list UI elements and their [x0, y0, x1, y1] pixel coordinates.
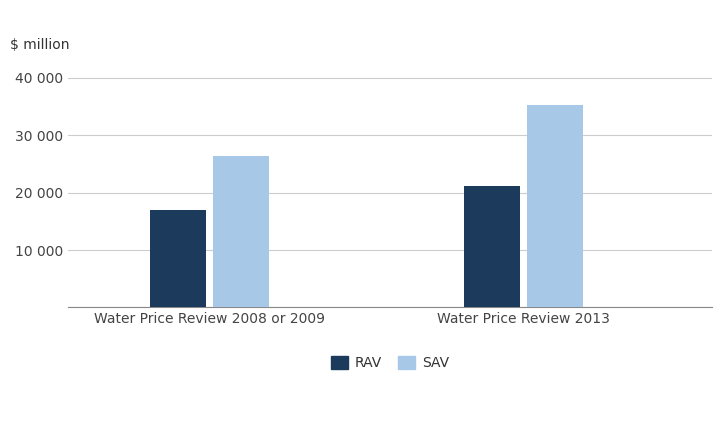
- Legend: RAV, SAV: RAV, SAV: [326, 350, 455, 376]
- Bar: [212, 157, 269, 307]
- Text: $ million: $ million: [10, 37, 70, 52]
- Bar: [464, 186, 521, 307]
- Bar: [526, 105, 583, 307]
- Bar: [150, 210, 206, 307]
